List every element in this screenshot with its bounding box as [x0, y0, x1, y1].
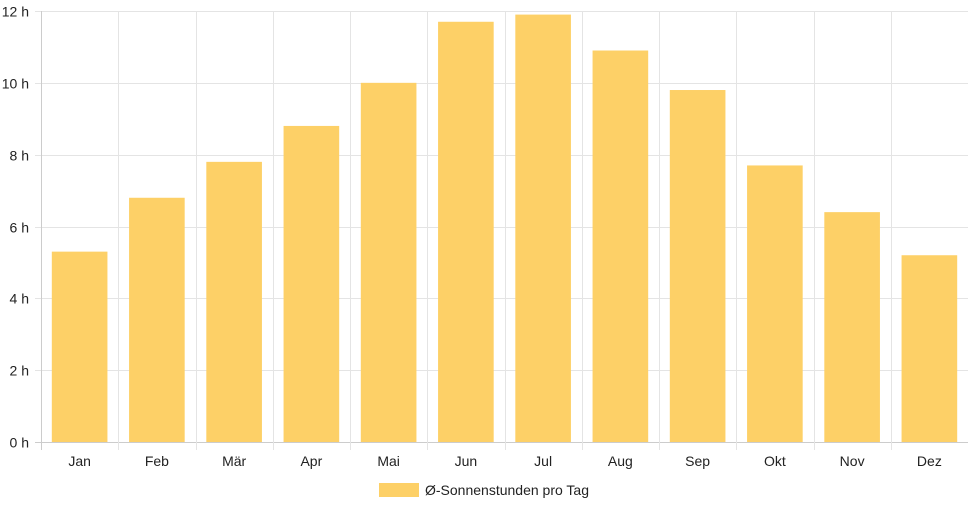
- x-tick-label: Mär: [222, 453, 246, 469]
- x-tick-label: Feb: [145, 453, 169, 469]
- grid-lines: [35, 11, 968, 450]
- x-tick-label: Jan: [68, 453, 91, 469]
- bar-Dez[interactable]: [901, 255, 958, 442]
- y-tick-label: 8 h: [10, 148, 29, 164]
- bar-Sep[interactable]: [669, 90, 726, 443]
- x-tick-label: Apr: [300, 453, 322, 469]
- bar-Mär[interactable]: [206, 161, 262, 442]
- bar-Nov[interactable]: [824, 212, 880, 442]
- x-tick-label: Okt: [764, 453, 786, 469]
- y-tick-label: 2 h: [10, 363, 29, 379]
- x-axis-ticks: Jan Feb Mär Apr Mai Jun Jul Aug Sep Okt Nov Dez: [68, 453, 941, 469]
- legend-swatch: [379, 483, 419, 497]
- x-tick-label: Dez: [917, 453, 942, 469]
- bar-Jun[interactable]: [438, 21, 494, 443]
- bars: [51, 14, 958, 443]
- x-tick-label: Aug: [608, 453, 633, 469]
- x-tick-label: Jul: [534, 453, 552, 469]
- x-tick-label: Nov: [840, 453, 865, 469]
- y-tick-label: 6 h: [10, 220, 29, 236]
- y-tick-label: 4 h: [10, 291, 29, 307]
- bar-Mai[interactable]: [360, 82, 417, 442]
- bar-Jan[interactable]: [51, 251, 108, 442]
- y-tick-label: 12 h: [2, 4, 29, 20]
- y-tick-label: 0 h: [10, 435, 29, 451]
- y-axis-ticks: 0 h 2 h 4 h 6 h 8 h 10 h 12 h: [2, 4, 29, 451]
- legend-label: Ø-Sonnenstunden pro Tag: [425, 482, 589, 498]
- x-tick-label: Mai: [377, 453, 400, 469]
- bar-Aug[interactable]: [592, 50, 649, 443]
- x-tick-label: Jun: [455, 453, 478, 469]
- bar-Apr[interactable]: [283, 125, 340, 442]
- legend[interactable]: Ø-Sonnenstunden pro Tag: [0, 480, 968, 500]
- bar-Okt[interactable]: [747, 165, 803, 443]
- x-tick-label: Sep: [685, 453, 710, 469]
- y-tick-label: 10 h: [2, 76, 29, 92]
- bar-Jul[interactable]: [515, 14, 571, 442]
- bar-Feb[interactable]: [129, 197, 185, 442]
